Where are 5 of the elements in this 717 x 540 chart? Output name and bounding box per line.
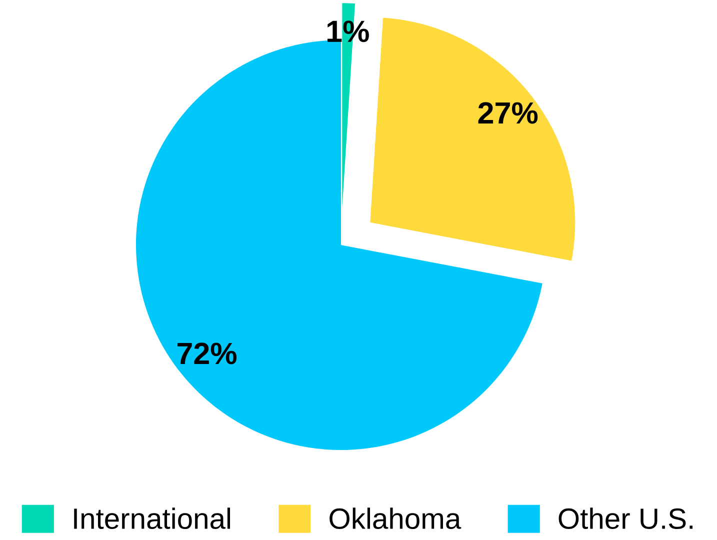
data-label: 72% (177, 342, 237, 364)
legend-label: Other U.S. (558, 508, 692, 530)
data-label: 27% (478, 102, 538, 124)
legend-label: Oklahoma (330, 508, 462, 530)
legend-label: International (74, 508, 230, 530)
